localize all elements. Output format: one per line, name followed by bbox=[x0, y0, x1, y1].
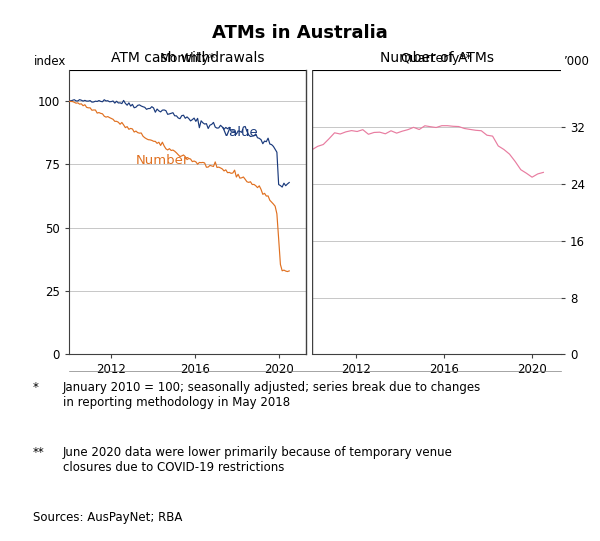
Text: index: index bbox=[34, 55, 66, 68]
Text: January 2010 = 100; seasonally adjusted; series break due to changes
in reportin: January 2010 = 100; seasonally adjusted;… bbox=[63, 381, 481, 410]
Text: Number: Number bbox=[136, 154, 190, 167]
Text: June 2020 data were lower primarily because of temporary venue
closures due to C: June 2020 data were lower primarily beca… bbox=[63, 446, 453, 474]
Text: *: * bbox=[33, 381, 39, 394]
Text: Sources: AusPayNet; RBA: Sources: AusPayNet; RBA bbox=[33, 511, 182, 524]
Text: ’000: ’000 bbox=[564, 55, 590, 68]
Text: Monthly*: Monthly* bbox=[160, 37, 215, 64]
Text: Number of ATMs: Number of ATMs bbox=[380, 51, 493, 64]
Text: ATMs in Australia: ATMs in Australia bbox=[212, 24, 388, 42]
Text: **: ** bbox=[33, 446, 45, 459]
Text: Quarterly**: Quarterly** bbox=[401, 37, 472, 64]
Text: Value: Value bbox=[222, 126, 259, 139]
Text: ATM cash withdrawals: ATM cash withdrawals bbox=[111, 51, 264, 64]
